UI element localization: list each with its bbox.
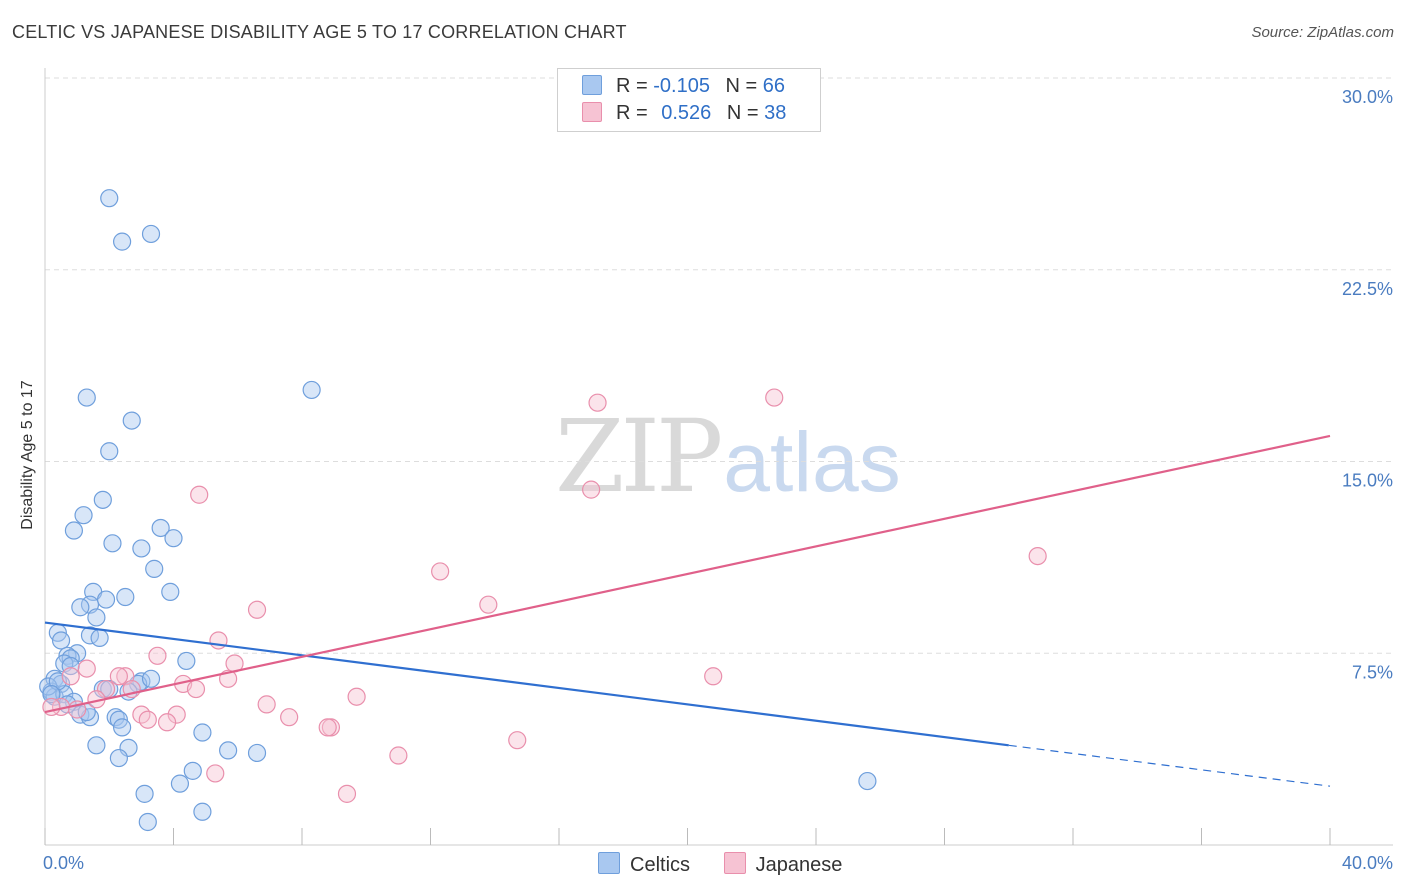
series-label-japanese: Japanese: [755, 854, 843, 876]
legend-r-value: -0.105: [653, 75, 710, 97]
celtics-trend-line: [44, 621, 1009, 747]
celtics-point: [138, 812, 157, 832]
japanese-point: [247, 600, 267, 619]
celtics-point: [170, 774, 190, 793]
legend-n-label: N =: [725, 75, 758, 97]
celtics-point: [109, 748, 128, 768]
celtics-point: [64, 521, 84, 540]
celtics-point: [183, 761, 202, 780]
japanese-point: [190, 485, 209, 504]
japanese-point: [280, 708, 299, 727]
japanese-point: [588, 393, 607, 412]
legend-swatch-japanese: [582, 102, 602, 122]
japanese-point: [347, 687, 366, 706]
celtics-point: [151, 518, 170, 538]
series-legend-celtics[interactable]: Celtics: [598, 852, 690, 877]
japanese-point: [508, 731, 527, 750]
celtics-point: [96, 590, 116, 609]
celtics-point: [100, 442, 119, 461]
celtics-point: [141, 224, 161, 244]
celtics-point: [103, 534, 122, 553]
celtics-point: [112, 718, 132, 737]
correlation-legend: R = -0.105 N = 66 R = 0.526 N = 38: [557, 68, 821, 132]
celtics-point: [90, 628, 109, 648]
legend-n-value: 66: [762, 75, 786, 97]
japanese-point: [61, 667, 80, 686]
source-label: Source: ZipAtlas.com: [1251, 24, 1394, 41]
japanese-point: [206, 764, 225, 783]
celtics-point: [858, 771, 877, 791]
japanese-point: [389, 746, 408, 765]
japanese-point: [257, 695, 276, 714]
japanese-point: [431, 562, 450, 581]
celtics-point: [77, 388, 96, 407]
celtics-point: [51, 631, 71, 650]
celtics-point: [112, 232, 132, 251]
series-label-celtics: Celtics: [630, 854, 691, 876]
legend-n-value: 38: [764, 102, 787, 124]
japanese-point: [186, 679, 206, 699]
japanese-point: [167, 705, 186, 724]
celtics-point: [116, 587, 135, 607]
celtics-point: [74, 506, 93, 525]
series-swatch-celtics: [598, 852, 620, 874]
celtics-point: [135, 784, 154, 803]
legend-n-label: N =: [726, 102, 759, 124]
celtics-point: [193, 802, 212, 821]
celtics-trend-extension: [1008, 744, 1331, 787]
celtics-point: [145, 559, 164, 578]
legend-swatch-celtics: [582, 75, 602, 95]
japanese-trend-line: [44, 434, 1331, 714]
chart-title: CELTIC VS JAPANESE DISABILITY AGE 5 TO 1…: [12, 22, 627, 42]
celtics-point: [71, 598, 90, 617]
celtics-point: [132, 539, 151, 558]
celtics-point: [302, 380, 321, 400]
japanese-point: [765, 388, 784, 407]
celtics-point: [219, 741, 238, 760]
celtics-point: [177, 651, 196, 671]
celtics-point: [193, 723, 212, 742]
legend-r-label: R =: [616, 102, 648, 124]
celtics-point: [93, 490, 112, 509]
japanese-point: [109, 667, 128, 686]
celtics-point: [100, 189, 119, 208]
y-tick-label: 15.0%: [1342, 471, 1393, 491]
japanese-point: [704, 667, 723, 686]
celtics-point: [106, 708, 125, 727]
celtics-point: [42, 685, 61, 704]
legend-row-japanese: R = 0.526 N = 38: [582, 102, 786, 126]
celtics-point: [161, 582, 180, 601]
series-legend: Celtics Japanese: [598, 852, 870, 877]
series-swatch-japanese: [723, 852, 746, 874]
japanese-point: [157, 713, 177, 732]
japanese-point: [479, 595, 498, 614]
celtics-point: [247, 743, 267, 763]
series-legend-japanese[interactable]: Japanese: [723, 852, 843, 877]
y-tick-label: 30.0%: [1342, 87, 1393, 107]
japanese-point: [148, 646, 167, 665]
japanese-point: [77, 659, 96, 678]
japanese-point: [138, 710, 157, 729]
x-tick-label: 40.0%: [1342, 853, 1393, 873]
legend-r-label: R =: [616, 75, 648, 97]
japanese-point: [1028, 546, 1047, 566]
japanese-point: [337, 784, 357, 803]
celtics-point: [122, 411, 141, 430]
celtics-point: [164, 529, 183, 548]
celtics-point: [87, 608, 106, 627]
celtics-point: [141, 669, 161, 688]
y-tick-label: 7.5%: [1352, 662, 1393, 682]
legend-row-celtics: R = -0.105 N = 66: [582, 75, 785, 99]
celtics-point: [87, 736, 106, 755]
x-tick-label: 0.0%: [43, 853, 84, 873]
legend-r-value: 0.526: [661, 102, 712, 124]
japanese-point: [318, 718, 337, 737]
japanese-point: [582, 480, 601, 499]
y-tick-label: 22.5%: [1342, 279, 1393, 299]
